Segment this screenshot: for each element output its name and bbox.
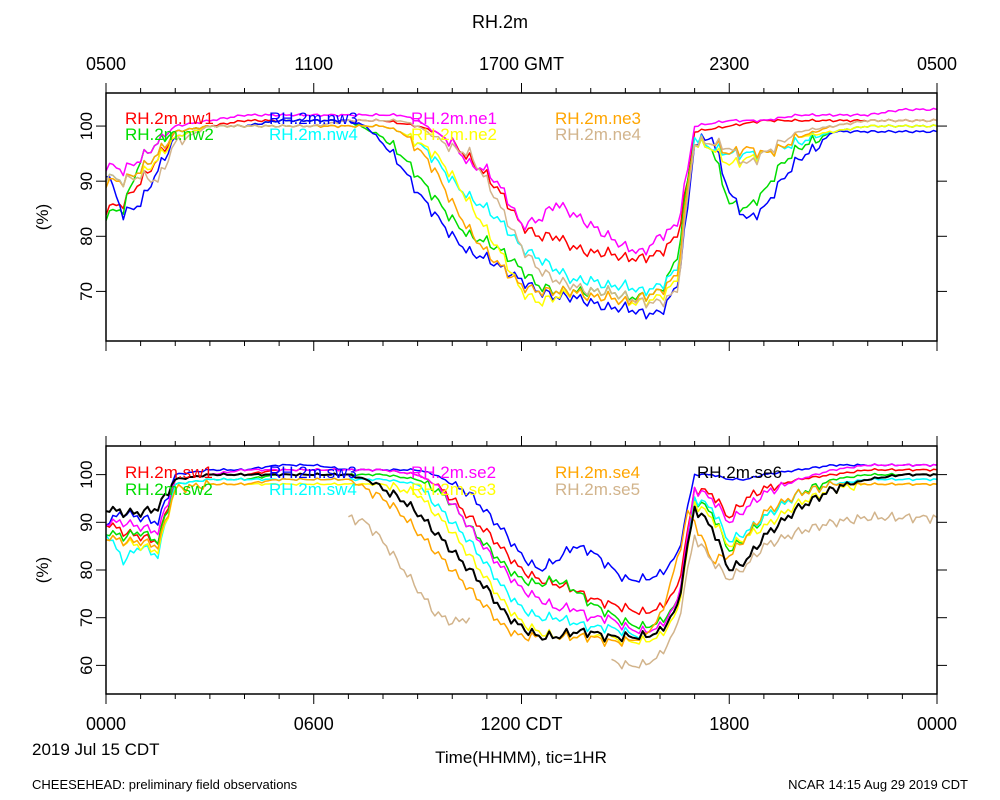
bottom-tick-label: 0600 <box>294 714 334 734</box>
legend-entry: RH.2m.nw4 <box>269 125 358 144</box>
bottom-tick-label: 0000 <box>86 714 126 734</box>
y-tick-label: 100 <box>77 460 96 488</box>
y-tick-label: 90 <box>77 513 96 532</box>
series-line-RH.2m.ne3 <box>106 118 937 306</box>
top-axis-labels: 0500 1100 1700 GMT 2300 0500 <box>86 54 957 74</box>
series-line-RH.2m.se5 <box>611 511 937 670</box>
bottom-tick-label: 0000 <box>917 714 957 734</box>
legend-entry: RH.2m.nw2 <box>125 125 214 144</box>
y-tick-label: 60 <box>77 656 96 675</box>
legend-entry: RH.2m.ne1 <box>411 109 497 128</box>
series-line-RH.2m.nw4 <box>106 123 937 297</box>
series-line-RH.2m.sw1 <box>106 467 937 616</box>
plot-frame <box>105 92 938 342</box>
legend-entry: RH.2m.sw4 <box>269 480 357 499</box>
y-axis-label: (%) <box>33 204 52 230</box>
legend-entry: RH.2m.se4 <box>555 463 640 482</box>
series-line-RH.2m.se2 <box>106 463 937 635</box>
series-line-RH.2m.ne1 <box>106 107 937 256</box>
series-line-RH.2m.se5 <box>348 514 471 626</box>
legend-entry: RH.2m.sw3 <box>269 463 357 482</box>
series-line-RH.2m.nw1 <box>106 118 937 264</box>
top-tick-label: 1700 GMT <box>479 54 564 74</box>
bottom-tick-label: 1200 CDT <box>480 714 562 734</box>
series-line-RH.2m.nw2 <box>106 118 937 302</box>
footer-left: CHEESEHEAD: preliminary field observatio… <box>32 777 298 792</box>
legend-entry: RH.2m.nw1 <box>125 109 214 128</box>
plot-frame <box>105 445 938 695</box>
y-tick-label: 70 <box>77 282 96 301</box>
legend-entry: RH.2m.ne4 <box>555 125 641 144</box>
series-line-RH.2m.se4 <box>106 477 937 647</box>
series-line-RH.2m.se3 <box>106 479 937 646</box>
y-tick-label: 80 <box>77 561 96 580</box>
legend-entry: RH.2m.ne2 <box>411 125 497 144</box>
legend-entry: RH.2m.ne3 <box>555 109 641 128</box>
top-tick-label: 1100 <box>294 54 333 74</box>
figure-title: RH.2m <box>472 12 528 32</box>
x-axis-label: Time(HHMM), tic=1HR <box>435 748 607 767</box>
series-line-RH.2m.sw3 <box>106 463 937 583</box>
legend-entry: RH.2m.se2 <box>411 463 496 482</box>
panel-north: 708090100(%)RH.2m.nw1RH.2m.nw2RH.2m.nw3R… <box>33 83 947 351</box>
top-tick-label: 0500 <box>86 54 126 74</box>
series-line-RH.2m.se6 <box>106 472 937 643</box>
series-line-RH.2m.sw4 <box>106 477 937 640</box>
top-tick-label: 2300 <box>709 54 749 74</box>
footer-right: NCAR 14:15 Aug 29 2019 CDT <box>788 777 968 792</box>
y-tick-label: 70 <box>77 608 96 627</box>
bottom-tick-label: 1800 <box>709 714 749 734</box>
legend-entry: RH.2m.se3 <box>411 480 496 499</box>
legend-entry: RH.2m.se6 <box>697 463 782 482</box>
y-axis-label: (%) <box>33 557 52 583</box>
legend-entry: RH.2m.sw1 <box>125 463 213 482</box>
date-label: 2019 Jul 15 CDT <box>32 740 160 759</box>
legend-entry: RH.2m.nw3 <box>269 109 358 128</box>
series-line-RH.2m.ne4 <box>106 118 937 309</box>
top-tick-label: 0500 <box>917 54 957 74</box>
legend-entry: RH.2m.se5 <box>555 480 640 499</box>
y-tick-label: 80 <box>77 227 96 246</box>
legend-entry: RH.2m.sw2 <box>125 480 213 499</box>
y-tick-label: 100 <box>77 112 96 140</box>
bottom-axis-labels: 0000 0600 1200 CDT 1800 0000 <box>86 714 957 734</box>
y-tick-label: 90 <box>77 172 96 191</box>
